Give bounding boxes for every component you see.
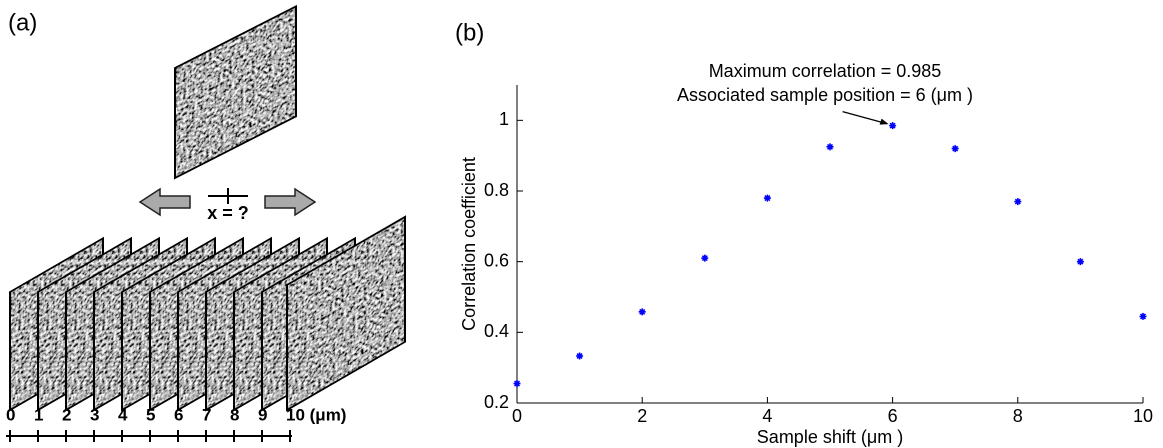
data-point [889, 122, 897, 130]
data-point [1139, 312, 1147, 320]
y-axis-label: Correlation coefficient [459, 157, 479, 331]
arrow-right [264, 187, 317, 217]
x-axis-label: Sample shift (μm ) [757, 427, 903, 447]
annotation: Maximum correlation = 0.985 [709, 61, 942, 81]
y-tick-label: 0.6 [484, 250, 509, 270]
y-tick-label: 1 [499, 109, 509, 129]
data-point [701, 254, 709, 262]
data-point [1076, 258, 1084, 266]
illustration: x = ? 0 1 2 3 4 5 6 7 8 9 10 (μm) [6, 4, 406, 442]
scale-label: 7 [202, 405, 211, 424]
scale-label: 1 [34, 405, 43, 424]
panel-label: (b) [455, 19, 484, 46]
x-tick-label: 4 [762, 406, 772, 426]
scale-label: 2 [62, 405, 71, 424]
y-tick-label: 0.4 [484, 321, 509, 341]
x-tick-label: 2 [637, 406, 647, 426]
x-tick-label: 8 [1013, 406, 1023, 426]
scale-label: 5 [146, 405, 155, 424]
y-tick-label: 0.8 [484, 180, 509, 200]
scale-label: 8 [230, 405, 239, 424]
annotation-arrowhead [879, 118, 889, 125]
scale-label: 10 (μm) [286, 405, 346, 424]
slice-image [286, 215, 406, 412]
reference-image [174, 4, 297, 180]
data-point [576, 352, 584, 360]
scale-label: 3 [90, 405, 99, 424]
data-point [763, 194, 771, 202]
data-point [826, 143, 834, 151]
data-point [1014, 198, 1022, 206]
arrow-left [138, 187, 191, 217]
annotation: Associated sample position = 6 (μm ) [677, 85, 973, 105]
scale-label: 6 [174, 405, 183, 424]
question-label: x = ? [207, 203, 249, 223]
y-tick-label: 0.2 [484, 392, 509, 412]
x-tick-label: 0 [512, 406, 522, 426]
x-tick-label: 6 [888, 406, 898, 426]
annotation-arrow [842, 111, 887, 125]
data-point [513, 380, 521, 388]
slice-border [286, 215, 406, 412]
x-tick-label: 10 [1133, 406, 1153, 426]
panel-label: (a) [8, 9, 37, 36]
scale-label: 0 [6, 405, 15, 424]
data-point [638, 308, 646, 316]
scale-label: 4 [118, 405, 128, 424]
scale-label: 9 [258, 405, 267, 424]
speckle [287, 216, 405, 410]
data-point [951, 145, 959, 153]
